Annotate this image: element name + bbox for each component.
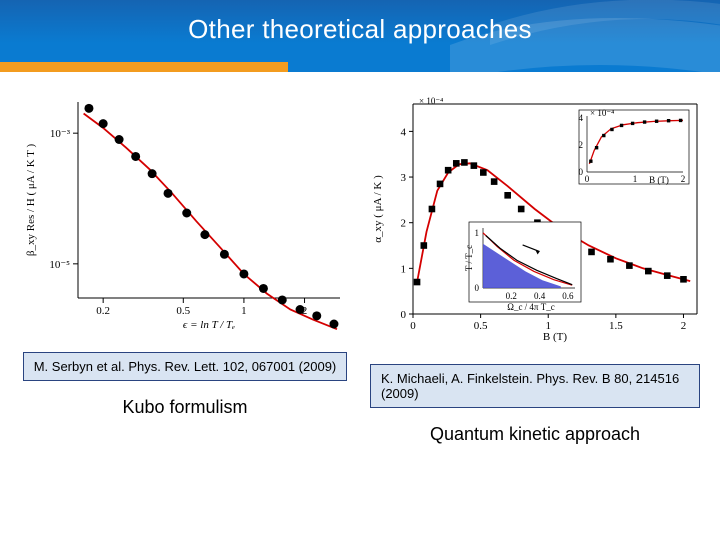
right-chart: 0 0.5 1 1.5 2 0 1 2 3 4 × 10⁻⁴ B (T) α_xy ( μA / K )…	[365, 92, 705, 344]
svg-text:10⁻³: 10⁻³	[50, 128, 71, 140]
svg-text:1: 1	[475, 228, 480, 238]
left-approach: Kubo formulism	[122, 397, 247, 418]
svg-text:0.2: 0.2	[506, 291, 517, 301]
svg-text:0.5: 0.5	[176, 305, 190, 317]
svg-text:α_xy ( μA / K ): α_xy ( μA / K )	[372, 175, 384, 243]
svg-text:0.6: 0.6	[562, 291, 574, 301]
svg-text:× 10⁻⁴: × 10⁻⁴	[419, 96, 443, 106]
svg-text:0.5: 0.5	[474, 320, 488, 332]
svg-text:2: 2	[579, 140, 584, 150]
right-approach: Quantum kinetic approach	[430, 424, 640, 445]
svg-text:4: 4	[579, 113, 584, 123]
orange-underline	[0, 62, 288, 72]
svg-text:0: 0	[579, 167, 584, 177]
svg-text:0: 0	[585, 174, 590, 184]
svg-text:B (T): B (T)	[649, 175, 669, 185]
svg-text:3: 3	[401, 172, 407, 184]
svg-text:2: 2	[681, 174, 686, 184]
right-panel: 0 0.5 1 1.5 2 0 1 2 3 4 × 10⁻⁴ B (T) α_xy ( μA / K )…	[364, 92, 706, 445]
svg-text:Ω_c / 4π T_c: Ω_c / 4π T_c	[507, 302, 554, 312]
svg-text:2: 2	[401, 218, 407, 230]
svg-text:2: 2	[681, 320, 687, 332]
content-row: 0.2 0.5 1 2 10⁻⁵ 10⁻³ ϵ = ln T / Tₑ β_xy Res / …	[0, 72, 720, 445]
svg-text:1: 1	[241, 305, 247, 317]
svg-text:10⁻⁵: 10⁻⁵	[49, 259, 70, 271]
svg-text:0.4: 0.4	[534, 291, 546, 301]
svg-text:× 10⁻⁴: × 10⁻⁴	[590, 108, 614, 118]
svg-text:1: 1	[401, 263, 407, 275]
right-citation: K. Michaeli, A. Finkelstein. Phys. Rev. …	[370, 364, 700, 408]
svg-text:B (T): B (T)	[543, 331, 567, 343]
svg-text:1.5: 1.5	[609, 320, 623, 332]
svg-text:0: 0	[410, 320, 416, 332]
left-citation: M. Serbyn et al. Phys. Rev. Lett. 102, 0…	[23, 352, 348, 381]
svg-text:0: 0	[401, 309, 407, 321]
svg-text:0.2: 0.2	[96, 305, 110, 317]
svg-text:β_xy Res / H ( μA / K T ): β_xy Res / H ( μA / K T )	[25, 144, 37, 257]
left-chart: 0.20.51210⁻⁵10⁻³ϵ = ln T / Tₑβ_xy Res / …	[20, 92, 350, 332]
title-banner: Other theoretical approaches	[0, 0, 720, 72]
svg-text:ϵ = ln T / Tₑ: ϵ = ln T / Tₑ	[183, 319, 235, 331]
left-panel: 0.20.51210⁻⁵10⁻³ϵ = ln T / Tₑβ_xy Res / …	[14, 92, 356, 445]
svg-text:0: 0	[475, 283, 480, 293]
svg-text:T / T_c: T / T_c	[464, 245, 474, 271]
svg-text:1: 1	[633, 174, 638, 184]
slide-title: Other theoretical approaches	[188, 14, 532, 45]
svg-text:4: 4	[401, 126, 407, 138]
